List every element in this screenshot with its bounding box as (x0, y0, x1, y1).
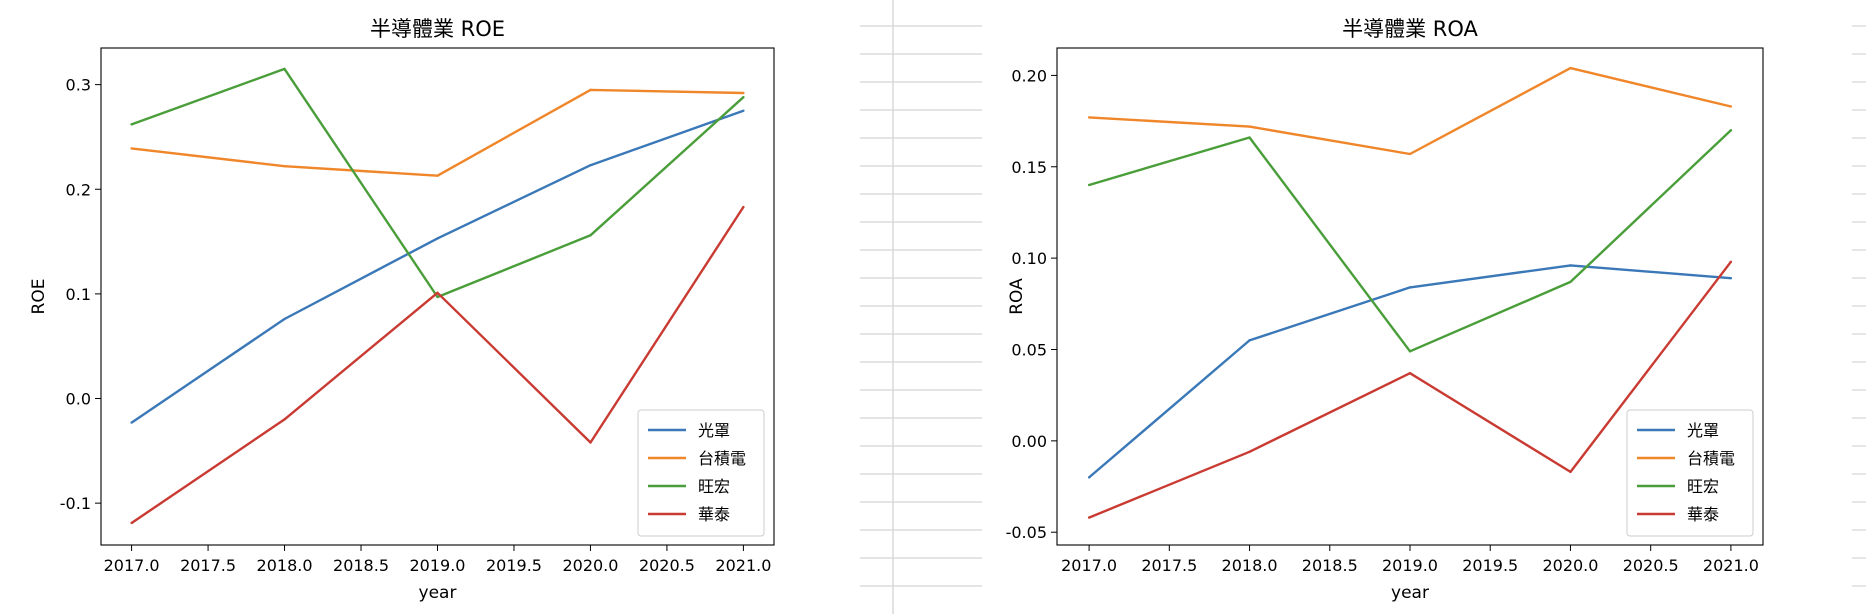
x-axis-label: year (419, 583, 457, 603)
data-point (1248, 450, 1251, 454)
data-point (436, 237, 439, 240)
data-point (1087, 183, 1091, 187)
data-point (589, 88, 592, 92)
x-tick-label: 2020.0 (1542, 556, 1598, 575)
data-point (283, 418, 286, 421)
data-point (1569, 470, 1572, 474)
legend-label: 光罩 (1687, 421, 1719, 440)
data-point (130, 147, 133, 150)
y-tick-label: -0.05 (1006, 523, 1047, 542)
legend-label: 華泰 (1687, 505, 1719, 524)
legend-label: 旺宏 (698, 477, 730, 496)
data-point (1729, 105, 1733, 108)
roa-chart: 半導體業 ROA 2017.0 2017.5 2018.0 2018.5 2019.0 20… (1006, 17, 1764, 603)
legend-box (1626, 409, 1754, 537)
data-point (1248, 136, 1251, 139)
series-line-1 (130, 109, 744, 424)
data-point (436, 295, 439, 299)
series-line-2 (1089, 66, 1732, 156)
y-axis-label: ROA (1007, 278, 1027, 315)
legend-label: 華泰 (698, 505, 730, 524)
x-tick-label: 2021.0 (715, 556, 771, 575)
y-tick-label: 0.20 (1011, 66, 1047, 85)
legend-label: 台積電 (698, 449, 746, 468)
data-point (130, 123, 133, 126)
y-tick-label: 0.00 (1011, 432, 1047, 451)
data-point (589, 234, 592, 237)
data-point (1569, 264, 1572, 267)
data-point (283, 165, 286, 168)
x-tick-label: 2018.0 (257, 556, 313, 575)
data-point (742, 91, 745, 95)
series-line-3 (1088, 129, 1732, 353)
x-tick-label: 2021.0 (1703, 556, 1759, 575)
y-tick-label: 0.10 (1011, 249, 1047, 268)
data-point (1248, 339, 1251, 342)
data-point (130, 521, 133, 525)
data-point (589, 441, 592, 444)
legend-label: 旺宏 (1687, 477, 1719, 496)
x-tick-label: 2019.0 (1382, 556, 1438, 575)
y-tick-label: 0.1 (66, 285, 91, 304)
x-tick-label: 2018.0 (1222, 556, 1278, 575)
legend-box (637, 409, 765, 537)
data-point (589, 163, 592, 167)
y-axis-label: ROE (29, 279, 49, 315)
data-point (1087, 516, 1091, 519)
data-point (1087, 116, 1091, 119)
series-line-2 (131, 88, 744, 177)
y-tick-label: 0.15 (1011, 158, 1047, 177)
x-tick-label: 2019.5 (486, 556, 542, 575)
data-point (283, 317, 286, 321)
data-point (742, 109, 745, 112)
x-tick-label: 2020.5 (639, 556, 695, 575)
data-point (1408, 372, 1412, 375)
data-point (1729, 260, 1733, 263)
x-tick-label: 2017.0 (1061, 556, 1117, 575)
data-point (742, 205, 745, 209)
x-tick-label: 2018.5 (333, 556, 389, 575)
data-point (1408, 350, 1412, 353)
roe-chart: 半導體業 ROE 2017.0 2017.5 2018.0 2018.5 2019.0 20… (29, 17, 775, 603)
y-tick-label: 0.0 (66, 390, 91, 409)
data-point (1569, 280, 1572, 284)
chart-title: 半導體業 ROE (370, 17, 505, 41)
y-tick-label: 0.2 (66, 180, 91, 199)
data-point (1729, 277, 1733, 280)
legend-label: 台積電 (1687, 449, 1735, 468)
data-point (1248, 125, 1251, 128)
data-point (1729, 129, 1733, 132)
data-point (1408, 286, 1412, 289)
x-tick-label: 2017.5 (1141, 556, 1197, 575)
chart-title: 半導體業 ROA (1342, 17, 1478, 41)
x-tick-label: 2019.0 (410, 556, 466, 575)
x-tick-label: 2017.5 (180, 556, 236, 575)
data-point (436, 174, 439, 177)
y-tick-label: 0.05 (1011, 340, 1047, 359)
data-point (1087, 476, 1091, 479)
data-point (1569, 66, 1572, 70)
x-tick-label: 2020.5 (1623, 556, 1679, 575)
series-line-3 (131, 67, 745, 299)
data-point (742, 95, 745, 99)
data-point (1408, 152, 1412, 156)
background-spreadsheet-grid (860, 0, 1866, 614)
y-tick-label: -0.1 (60, 494, 91, 513)
y-tick-label: 0.3 (66, 76, 91, 95)
x-axis-label: year (1391, 583, 1429, 603)
x-tick-label: 2020.0 (562, 556, 618, 575)
data-point (436, 291, 439, 295)
legend-label: 光罩 (698, 421, 730, 440)
x-tick-label: 2019.5 (1462, 556, 1518, 575)
data-point (130, 421, 133, 424)
x-tick-label: 2018.5 (1302, 556, 1358, 575)
x-tick-label: 2017.0 (104, 556, 160, 575)
data-point (283, 67, 286, 71)
